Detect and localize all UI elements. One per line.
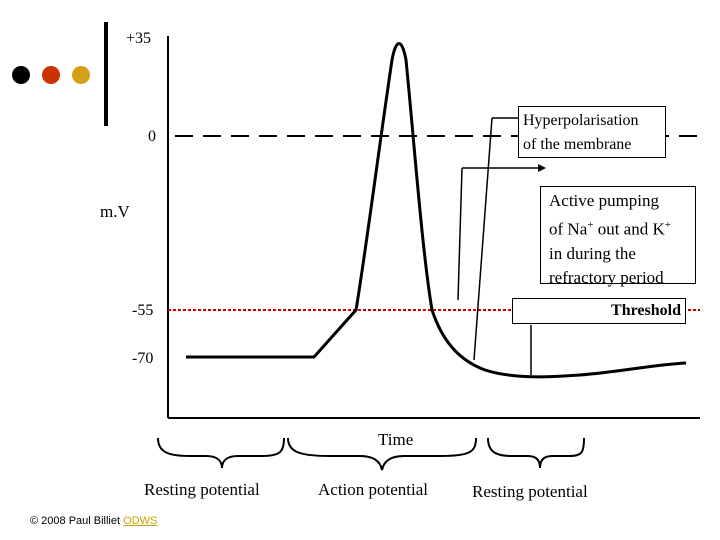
threshold-label: Threshold: [611, 302, 681, 319]
action-potential-label: Action potential: [318, 480, 429, 499]
resting-left-brace: [157, 437, 285, 469]
hyperpolarisation-box: Hyperpolarisation of the membrane: [518, 106, 666, 158]
y-tick-zero: 0: [148, 128, 156, 145]
resting-potential-left: Resting potential: [144, 480, 260, 499]
pumping-line4: refractory period: [549, 267, 664, 287]
resting-right-brace: [487, 437, 585, 469]
pumping-line2: of Na+ out and K+: [549, 219, 671, 239]
hyperpolarisation-line2: of the membrane: [523, 136, 632, 153]
pumping-arrow: [457, 167, 463, 301]
black-dot-icon: [12, 66, 30, 84]
action-brace: [287, 437, 477, 471]
active-pumping-box: Active pumping of Na+ out and K+ in duri…: [540, 186, 696, 287]
hyperpolarisation-line1: Hyperpolarisation: [523, 112, 639, 129]
action-potential-curve: [186, 42, 687, 379]
copyright-footer: © 2008 Paul Billiet ODWS: [30, 515, 157, 527]
x-axis-label: Time: [378, 430, 414, 449]
hyperpolarisation-arrow: [473, 117, 493, 361]
y-tick-minus70: -70: [132, 350, 154, 367]
y-axis-label: m.V: [100, 202, 130, 221]
threshold-box: Threshold: [512, 298, 686, 324]
pumping-arrow-tip: [538, 164, 546, 172]
resting-potential-right: Resting potential: [472, 482, 588, 501]
pumping-line1: Active pumping: [549, 191, 660, 210]
y-tick-plus35: +35: [126, 30, 152, 47]
odws-link[interactable]: ODWS: [123, 515, 158, 527]
y-tick-minus55: -55: [132, 302, 154, 319]
title-divider-bar: [104, 22, 108, 126]
copyright-text: © 2008 Paul Billiet: [30, 515, 124, 527]
red-dot-icon: [42, 66, 60, 84]
pumping-line3: in during the: [549, 243, 636, 263]
gold-dot-icon: [72, 66, 90, 84]
